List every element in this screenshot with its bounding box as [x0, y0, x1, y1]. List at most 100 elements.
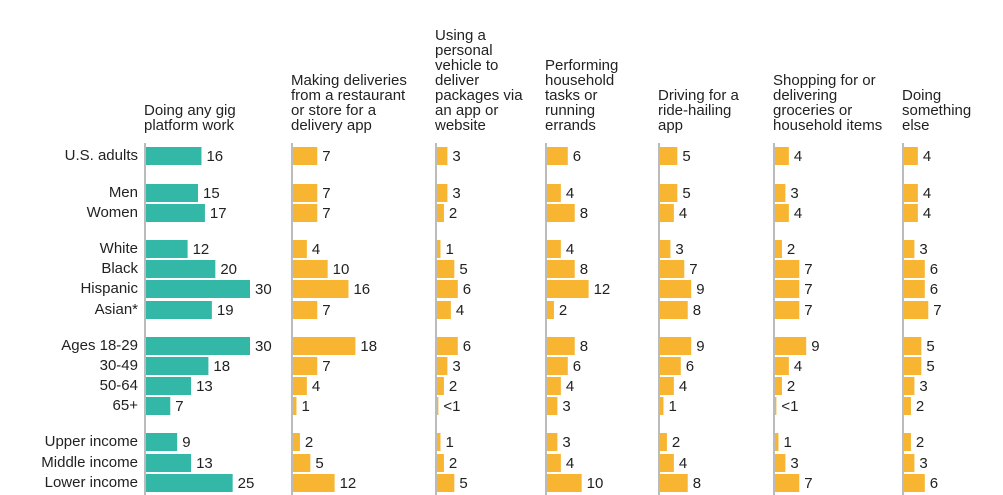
bar [437, 433, 441, 451]
bar [437, 397, 439, 415]
bar [437, 147, 448, 165]
panel-heading: Doing something else [902, 87, 972, 134]
value-label: 7 [175, 398, 183, 415]
bar [146, 433, 178, 451]
bar [775, 184, 786, 202]
bar [904, 147, 918, 165]
panel-heading: Driving for a ride-hailing app [658, 87, 739, 134]
value-label: 7 [322, 185, 330, 202]
value-label: 2 [787, 241, 795, 258]
value-label: 9 [696, 338, 704, 355]
bar [775, 357, 789, 375]
value-label: 4 [794, 205, 802, 222]
bar [660, 260, 685, 278]
bar [775, 280, 800, 298]
value-label: 3 [919, 455, 927, 472]
value-label: 2 [559, 302, 567, 319]
value-label: 18 [360, 338, 377, 355]
category-label: Black [101, 260, 138, 277]
value-label: 9 [811, 338, 819, 355]
value-label: 7 [804, 475, 812, 492]
bar [775, 397, 777, 415]
value-label: 7 [322, 302, 330, 319]
bar [146, 397, 171, 415]
value-label: 6 [573, 358, 581, 375]
value-label: 30 [255, 281, 272, 298]
bar [775, 240, 782, 258]
value-label: 7 [804, 302, 812, 319]
bar [904, 260, 925, 278]
value-label: 5 [926, 338, 934, 355]
category-label: Men [109, 184, 138, 201]
value-label: 8 [693, 475, 701, 492]
bar [775, 147, 789, 165]
value-label: 12 [594, 281, 611, 298]
category-label: Asian* [95, 301, 139, 318]
bar [547, 357, 568, 375]
bar [904, 280, 925, 298]
value-label: <1 [443, 398, 460, 415]
bar [437, 260, 455, 278]
bar [660, 184, 678, 202]
bar [146, 454, 192, 472]
bar [775, 433, 779, 451]
value-label: 25 [238, 475, 255, 492]
category-label: Women [87, 204, 138, 221]
bar [660, 280, 692, 298]
category-label: U.S. adults [65, 147, 138, 164]
value-label: 3 [919, 241, 927, 258]
bar [547, 147, 568, 165]
bar [660, 377, 674, 395]
value-label: 3 [919, 378, 927, 395]
bar [293, 377, 307, 395]
bar [437, 184, 448, 202]
bar [660, 147, 678, 165]
value-label: 2 [449, 378, 457, 395]
value-label: 18 [213, 358, 230, 375]
bar [547, 397, 558, 415]
value-label: 7 [804, 281, 812, 298]
bar [547, 337, 575, 355]
bar [437, 240, 441, 258]
bar [904, 204, 918, 222]
value-label: 6 [463, 338, 471, 355]
value-label: 4 [923, 148, 931, 165]
value-label: 7 [322, 148, 330, 165]
bar [660, 397, 664, 415]
bar [293, 433, 300, 451]
value-label: 4 [566, 241, 574, 258]
bar [146, 474, 233, 492]
bar [293, 260, 328, 278]
bar [904, 377, 915, 395]
value-label: 5 [682, 148, 690, 165]
value-label: 4 [679, 378, 687, 395]
category-label: Ages 18-29 [61, 337, 138, 354]
bar [660, 357, 681, 375]
category-label: Hispanic [80, 280, 138, 297]
value-label: 4 [794, 148, 802, 165]
value-label: 13 [196, 378, 213, 395]
bar [660, 301, 688, 319]
bar [547, 301, 554, 319]
bar [146, 240, 188, 258]
bar [660, 433, 667, 451]
category-label: Upper income [45, 433, 138, 450]
value-label: 5 [926, 358, 934, 375]
value-label: 30 [255, 338, 272, 355]
value-label: 7 [322, 358, 330, 375]
bar [293, 147, 318, 165]
value-label: 1 [668, 398, 676, 415]
bar [775, 454, 786, 472]
value-label: 17 [210, 205, 227, 222]
bar [146, 377, 192, 395]
bar [775, 204, 789, 222]
bar [437, 204, 444, 222]
bar [775, 301, 800, 319]
value-label: 3 [562, 434, 570, 451]
bar [775, 337, 807, 355]
bar [904, 433, 911, 451]
value-label: 3 [452, 148, 460, 165]
bar [547, 240, 561, 258]
